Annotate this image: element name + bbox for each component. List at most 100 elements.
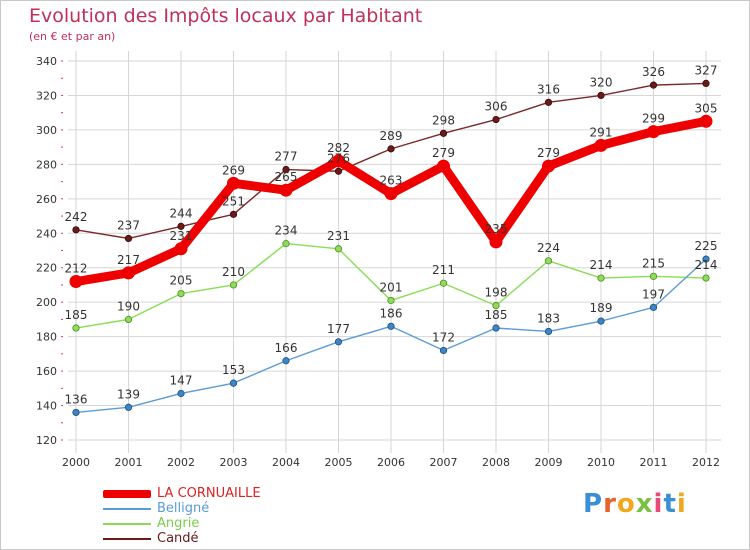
legend-item-belligne: Belligné [103, 501, 261, 516]
x-tick-label: 2003 [220, 456, 248, 469]
y-tick-label: 240 [36, 227, 57, 240]
data-point-la-cornuaille [69, 275, 83, 289]
chart-title: Evolution des Impôts locaux par Habitant [29, 5, 423, 27]
data-point-cande [702, 79, 710, 87]
legend: LA CORNUAILLE Belligné Angrie Candé [103, 486, 261, 546]
data-label-angrie: 214 [695, 258, 718, 272]
data-label-angrie: 224 [537, 241, 560, 255]
data-point-belligne [177, 389, 185, 398]
data-point-cande [177, 222, 185, 230]
data-point-belligne [492, 324, 500, 332]
y-tick-label: 120 [36, 434, 57, 447]
data-point-cande [544, 98, 553, 106]
data-label-cande: 327 [695, 63, 718, 77]
data-label-angrie: 205 [170, 274, 193, 288]
data-point-la-cornuaille [699, 114, 713, 128]
data-label-angrie: 198 [485, 286, 508, 300]
data-point-cande [229, 210, 238, 218]
logo-letter: P [583, 489, 604, 519]
data-label-cande: 316 [537, 82, 560, 96]
data-point-belligne [649, 303, 658, 311]
data-label-la-cornuaille: 299 [642, 112, 665, 126]
data-label-belligne: 172 [432, 330, 455, 344]
y-tick-label: 340 [36, 55, 57, 68]
data-point-angrie [177, 289, 185, 298]
data-point-angrie [649, 272, 658, 280]
data-label-belligne: 197 [642, 287, 665, 301]
data-label-angrie: 211 [432, 263, 455, 277]
data-point-la-cornuaille [542, 159, 555, 173]
data-point-belligne [702, 255, 710, 263]
legend-item-cande: Candé [103, 531, 261, 546]
data-point-belligne [544, 327, 553, 336]
data-point-angrie [597, 274, 605, 282]
x-tick-label: 2002 [167, 456, 195, 469]
data-point-belligne [387, 322, 395, 330]
data-label-la-cornuaille: 265 [275, 170, 298, 184]
x-tick-label: 2006 [377, 456, 405, 469]
x-tick-label: 2000 [62, 456, 90, 469]
data-label-cande: 251 [222, 194, 245, 208]
logo-letter: t [663, 489, 677, 519]
data-label-la-cornuaille: 212 [65, 262, 88, 276]
series-cande [72, 79, 710, 243]
data-label-cande: 242 [65, 210, 88, 224]
y-tick-label: 200 [36, 296, 57, 309]
data-point-belligne [334, 338, 343, 346]
y-tick-label: 180 [36, 331, 57, 344]
data-label-angrie: 210 [222, 265, 245, 279]
logo-letter: r [603, 489, 617, 519]
data-label-belligne: 186 [380, 306, 403, 320]
legend-swatch-la-cornuaille [103, 489, 151, 498]
data-point-angrie [72, 324, 80, 332]
data-point-angrie [282, 240, 290, 248]
legend-label-cande: Candé [157, 531, 199, 546]
x-tick-label: 2012 [692, 456, 720, 469]
data-label-belligne: 183 [537, 311, 560, 325]
data-point-cande [439, 129, 448, 137]
series-belligne [72, 255, 710, 417]
data-label-la-cornuaille: 231 [170, 229, 193, 243]
y-tick-label: 160 [36, 365, 57, 378]
data-point-cande [387, 145, 395, 153]
data-point-belligne [597, 317, 605, 325]
data-point-belligne [72, 408, 80, 417]
legend-label-belligne: Belligné [157, 501, 210, 516]
data-point-la-cornuaille [647, 125, 660, 139]
data-point-cande [334, 167, 343, 175]
data-label-belligne: 136 [65, 392, 88, 406]
logo-letter: x [635, 489, 654, 519]
data-label-cande: 244 [170, 206, 193, 220]
data-point-cande [492, 115, 500, 124]
data-point-belligne [124, 403, 133, 411]
x-tick-label: 2010 [587, 456, 615, 469]
data-point-angrie [124, 315, 133, 324]
x-tick-label: 2009 [535, 456, 563, 469]
series-la-cornuaille [69, 114, 713, 289]
data-point-la-cornuaille [594, 138, 608, 152]
data-label-la-cornuaille: 282 [327, 141, 350, 155]
y-tick-label: 140 [36, 400, 57, 413]
data-label-belligne: 189 [590, 301, 613, 315]
data-label-cande: 276 [327, 151, 350, 165]
y-tick-label: 280 [36, 158, 57, 171]
x-tick-label: 2004 [272, 456, 300, 469]
data-point-la-cornuaille [489, 235, 503, 249]
data-label-cande: 277 [275, 150, 298, 164]
data-point-la-cornuaille [227, 176, 240, 190]
data-label-belligne: 139 [117, 387, 140, 401]
data-point-angrie [702, 274, 710, 282]
data-point-cande [597, 91, 605, 100]
data-label-la-cornuaille: 291 [590, 125, 613, 139]
data-label-belligne: 185 [485, 308, 508, 322]
data-label-la-cornuaille: 279 [432, 146, 455, 160]
data-label-cande: 237 [117, 218, 140, 232]
y-tick-label: 300 [36, 124, 57, 137]
y-tick-label: 220 [36, 262, 57, 275]
legend-item-angrie: Angrie [103, 516, 261, 531]
data-point-cande [124, 234, 133, 243]
series-angrie [72, 240, 710, 332]
data-point-angrie [492, 302, 500, 310]
plot-area [63, 51, 721, 451]
